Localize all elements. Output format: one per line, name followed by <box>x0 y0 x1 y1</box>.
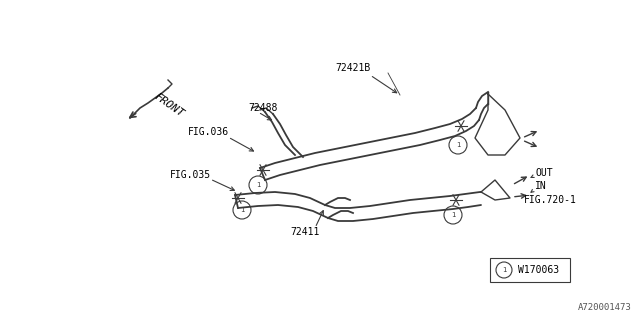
Text: 1: 1 <box>502 267 506 273</box>
Text: OUT: OUT <box>535 168 552 178</box>
Text: FRONT: FRONT <box>152 91 186 119</box>
Text: 1: 1 <box>456 142 460 148</box>
Text: 1: 1 <box>240 207 244 213</box>
Text: FIG.035: FIG.035 <box>170 170 211 180</box>
Text: FIG.036: FIG.036 <box>188 127 229 137</box>
Text: W170063: W170063 <box>518 265 559 275</box>
Text: 1: 1 <box>256 182 260 188</box>
Bar <box>490 258 570 282</box>
Text: IN: IN <box>535 181 547 191</box>
Text: FIG.720-1: FIG.720-1 <box>524 195 577 205</box>
Text: 72411: 72411 <box>290 227 319 237</box>
Text: 72421B: 72421B <box>335 63 371 73</box>
Text: 1: 1 <box>451 212 455 218</box>
Text: A720001473: A720001473 <box>579 303 632 312</box>
Text: 72488: 72488 <box>248 103 277 113</box>
